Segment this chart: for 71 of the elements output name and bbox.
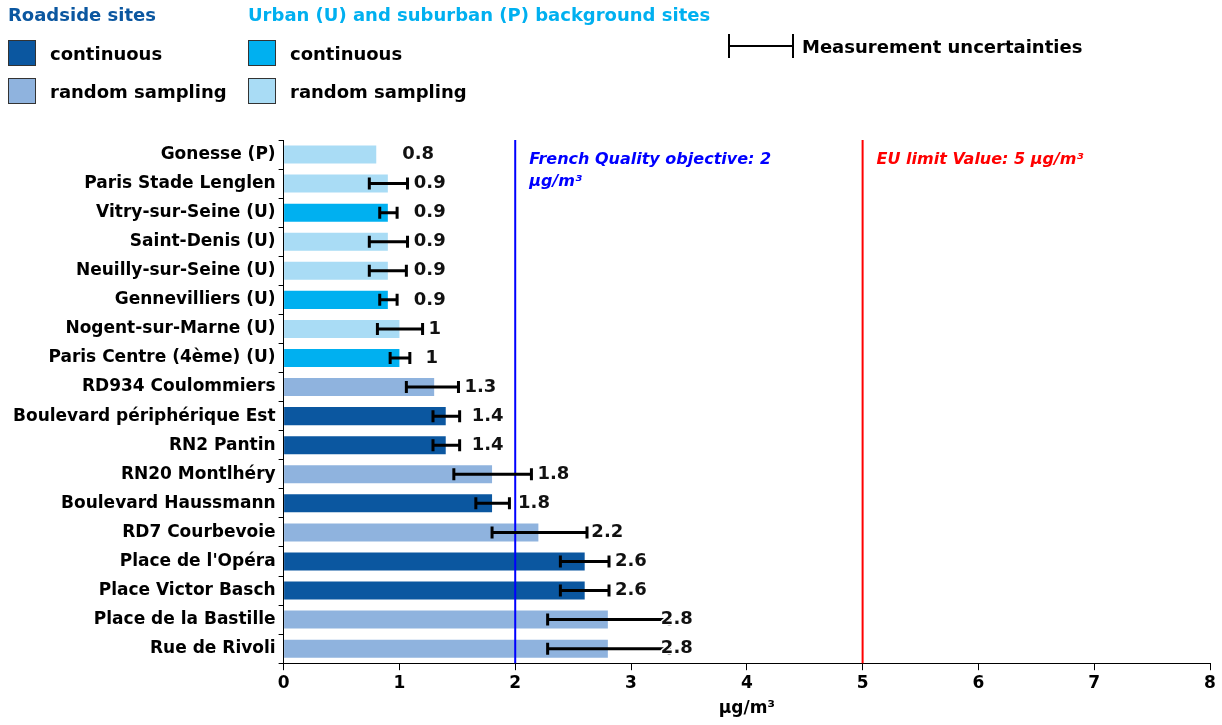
x-tick-label: 0 — [277, 671, 290, 692]
text: Urban (U) and suburban (P) background sites — [248, 4, 711, 25]
bar — [284, 232, 388, 251]
y-tick-label: RD934 Coulommiers — [81, 375, 276, 396]
x-tick-label: 2 — [509, 671, 522, 692]
x-tick-label: 6 — [972, 671, 985, 692]
y-tick-label: Gennevilliers (U) — [114, 288, 276, 309]
y-tick-label: Neuilly-sur-Seine (U) — [75, 259, 276, 280]
data-label: 0.9 — [413, 258, 446, 280]
x-tick-label: 4 — [740, 671, 753, 692]
y-tick-label: RN20 Montlhéry — [120, 462, 276, 483]
bar — [284, 494, 493, 513]
bar — [284, 523, 539, 542]
bar — [284, 610, 608, 629]
bar — [284, 348, 400, 368]
x-tick-label: 3 — [625, 671, 637, 692]
y-tick-label: Nogent-sur-Marne (U) — [65, 317, 276, 338]
y-tick-label: RD7 Courbevoie — [122, 520, 276, 541]
data-label: 0.8 — [402, 142, 435, 164]
y-tick-label: RN2 Pantin — [168, 433, 276, 454]
data-label: 1 — [425, 345, 438, 367]
bar — [284, 465, 493, 484]
bar — [284, 145, 377, 164]
data-label: 2.6 — [615, 549, 647, 571]
data-label: 1 — [428, 316, 442, 338]
data-label: 2.2 — [591, 520, 624, 542]
legend-label: continuous — [50, 42, 163, 64]
x-axis-title: µg/m³ — [718, 697, 775, 718]
x-tick-label: 8 — [1204, 671, 1216, 692]
bar — [284, 552, 585, 571]
y-tick-label: Boulevard Haussmann — [61, 491, 276, 512]
data-label: 1.8 — [537, 461, 570, 483]
y-tick-label: Saint-Denis (U) — [129, 230, 276, 251]
bar — [284, 319, 400, 338]
y-tick-label: Place de l'Opéra — [119, 549, 276, 570]
bar — [284, 378, 435, 397]
x-tick-label: 7 — [1088, 671, 1101, 692]
y-tick-label: Gonesse (P) — [160, 142, 276, 163]
data-label: 0.9 — [413, 287, 446, 309]
ref-line-label: EU limit Value: 5 µg/m³ — [876, 149, 1084, 169]
bar — [284, 407, 446, 426]
y-tick-label: Rue de Rivoli — [150, 637, 276, 658]
bar — [284, 174, 388, 193]
data-label: 1.4 — [471, 403, 504, 425]
x-tick-label: 1 — [393, 671, 406, 692]
text: Roadside sites — [8, 4, 156, 25]
legend-label: random sampling — [50, 80, 227, 102]
data-label: 0.9 — [413, 200, 446, 222]
y-tick-label: Paris Stade Lenglen — [84, 172, 276, 193]
x-tick-label: 5 — [856, 671, 869, 692]
data-label: 0.9 — [413, 229, 446, 251]
bar — [284, 261, 388, 280]
y-tick-label: Boulevard périphérique Est — [13, 404, 276, 425]
data-label: 1.8 — [518, 491, 550, 513]
bar — [284, 290, 388, 309]
y-tick-label: Paris Centre (4ème) (U) — [48, 346, 276, 367]
y-tick-label: Vitry-sur-Seine (U) — [96, 201, 276, 222]
y-tick-label: Place Victor Basch — [98, 578, 276, 599]
data-label: 1.4 — [471, 432, 504, 454]
bar — [284, 639, 608, 658]
legend-label: random sampling — [290, 80, 467, 102]
text: Measurement uncertainties — [802, 35, 1083, 57]
data-label: 2.6 — [615, 578, 647, 600]
bar — [284, 203, 388, 222]
data-label: 0.9 — [413, 171, 446, 193]
bar — [284, 436, 446, 455]
bar — [284, 581, 585, 600]
y-tick-label: Place de la Bastille — [93, 608, 276, 629]
legend-label: continuous — [290, 42, 403, 64]
data-label: 1.3 — [464, 374, 497, 396]
ref-line-label: French Quality objective: 2 µg/m³ — [528, 149, 772, 191]
